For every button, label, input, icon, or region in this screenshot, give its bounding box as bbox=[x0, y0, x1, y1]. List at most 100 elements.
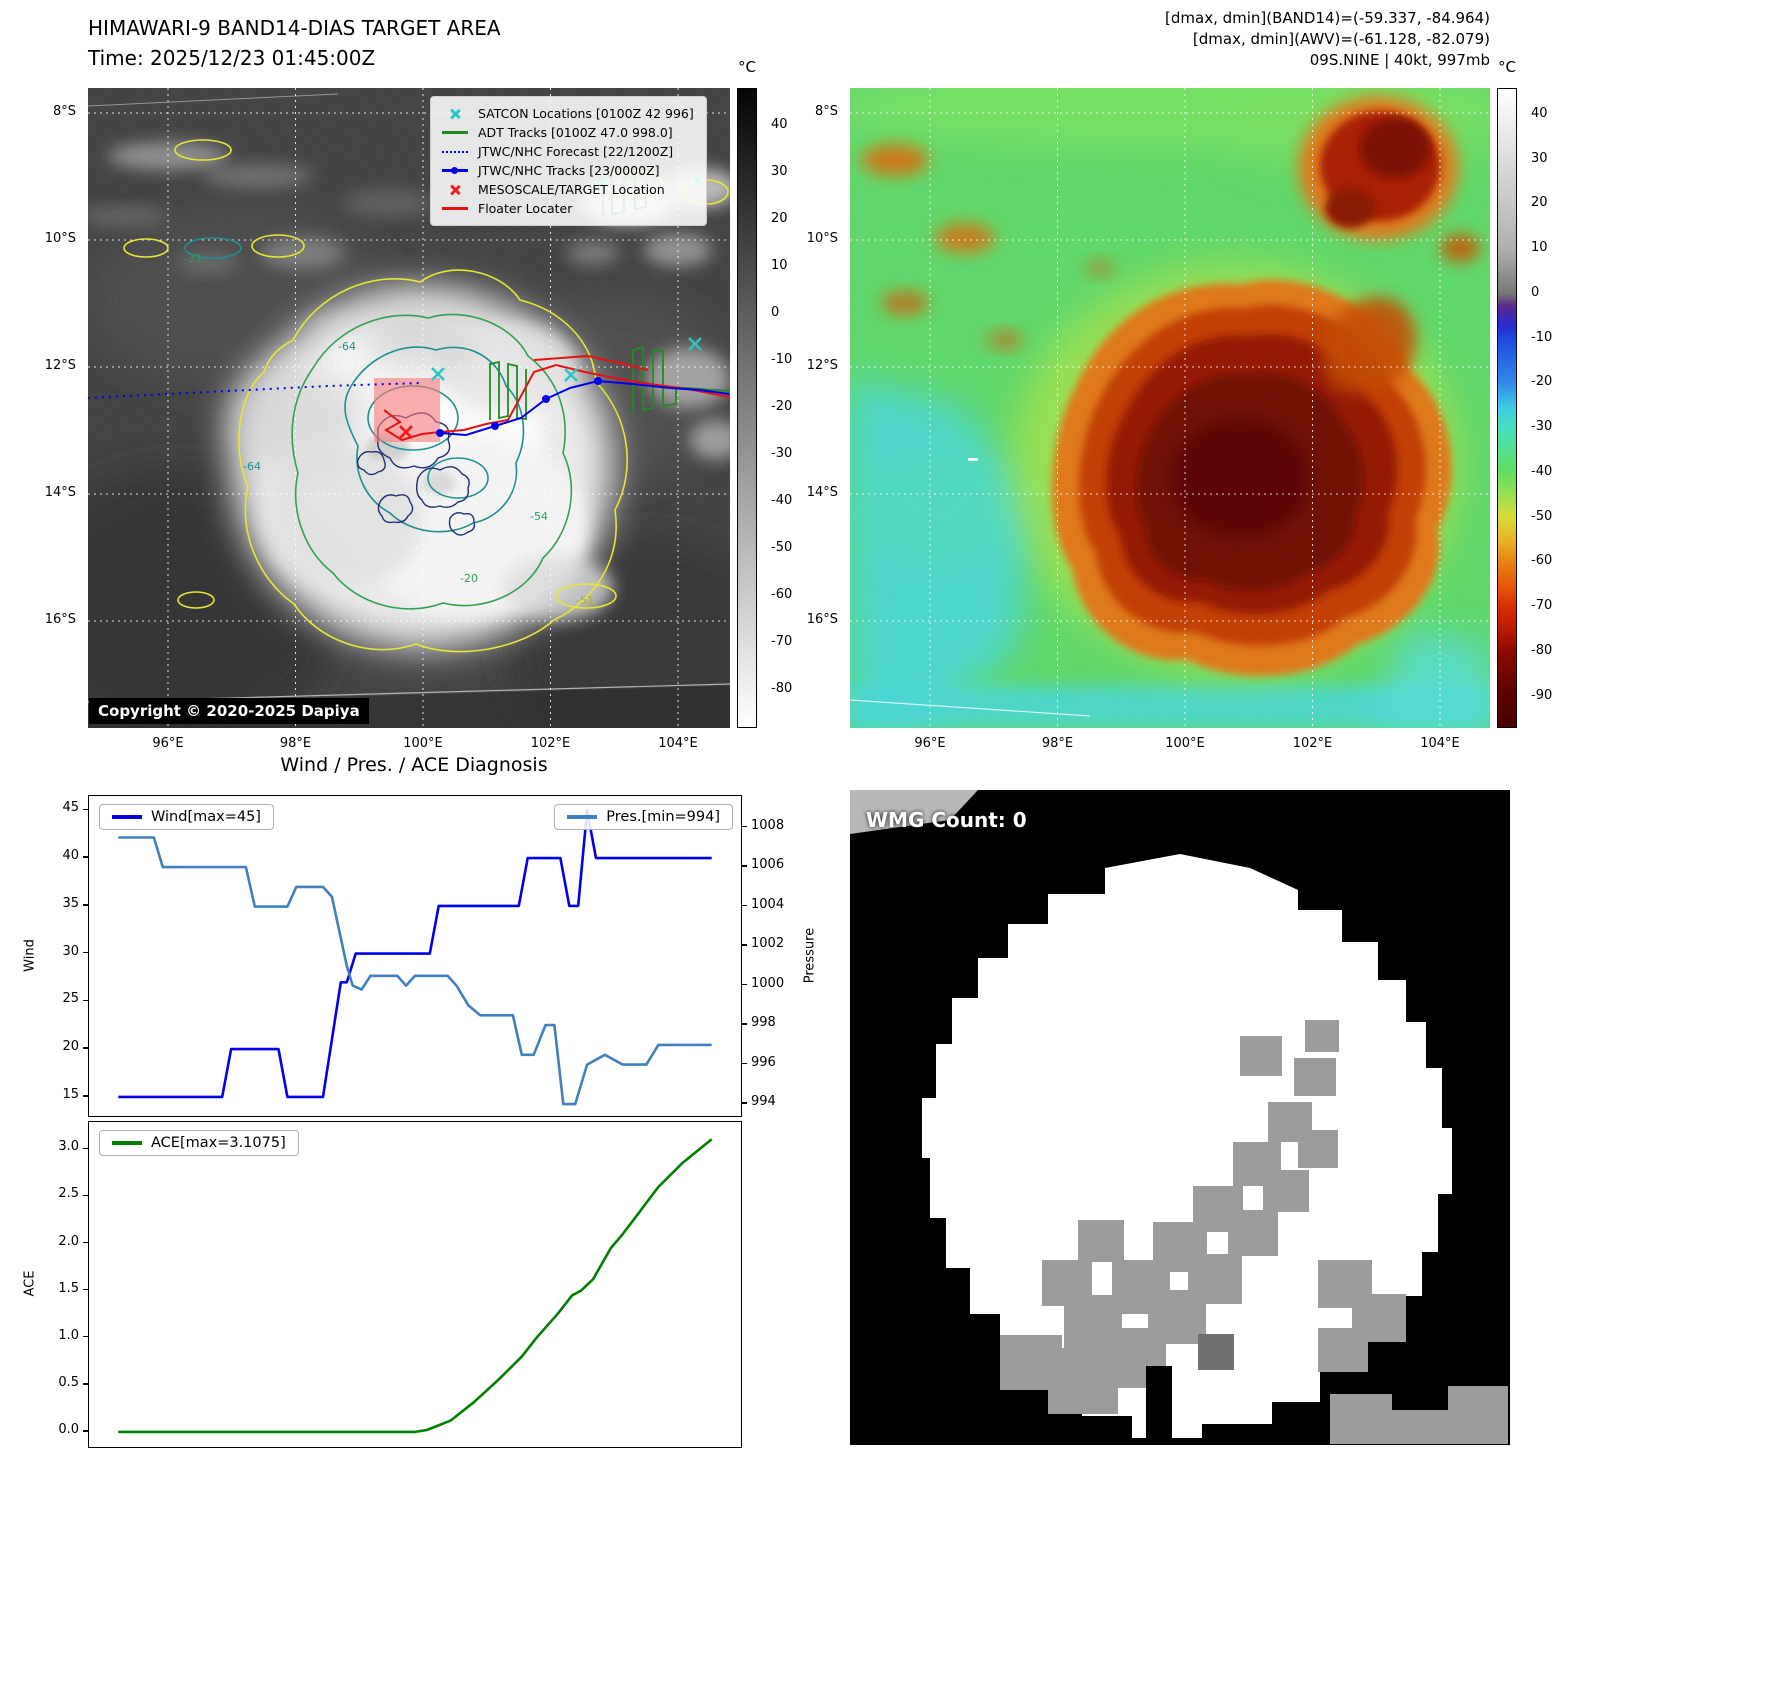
pressure-legend-label: Pres.[min=994] bbox=[606, 809, 720, 825]
tick-label: 2.5 bbox=[58, 1186, 79, 1202]
awv-enhanced-map bbox=[850, 88, 1490, 728]
awv-enhanced-image bbox=[850, 88, 1490, 728]
legend-label: ADT Tracks [0100Z 47.0 998.0] bbox=[478, 125, 673, 140]
tick-mark bbox=[83, 1147, 88, 1149]
band14-time-label: Time: 2025/12/23 01:45:00Z bbox=[88, 46, 376, 70]
tick-label: 15 bbox=[62, 1086, 79, 1102]
awv-colorbar bbox=[1497, 88, 1517, 728]
colorbar-tick-label: -50 bbox=[771, 540, 793, 556]
colorbar-tick-label: -50 bbox=[1531, 508, 1553, 524]
scan-wedge bbox=[850, 790, 978, 834]
tick-label: 996 bbox=[751, 1054, 776, 1070]
tick-mark bbox=[83, 856, 88, 858]
contour-label: -31 bbox=[184, 252, 202, 265]
mesoscale-target-marker bbox=[399, 425, 413, 439]
colorbar-tick-label: -90 bbox=[1531, 687, 1553, 703]
tick-label: 20 bbox=[62, 1039, 79, 1055]
ace-line-icon bbox=[112, 1141, 142, 1145]
tick-mark bbox=[742, 1023, 747, 1025]
lat-tick-label: 16°S bbox=[44, 612, 76, 627]
tick-label: 0.0 bbox=[58, 1421, 79, 1437]
wind-y-axis: 15 20 25 30 35 40 45 bbox=[40, 795, 88, 1115]
storm-status: 09S.NINE | 40kt, 997mb bbox=[1309, 51, 1490, 69]
tick-label: 1004 bbox=[751, 896, 785, 912]
tick-mark bbox=[83, 1430, 88, 1432]
lon-tick-label: 96°E bbox=[152, 736, 184, 751]
tick-label: 998 bbox=[751, 1015, 776, 1031]
ace-axis-label: ACE bbox=[22, 1270, 38, 1297]
lat-tick-label: 16°S bbox=[806, 612, 838, 627]
forecast-dotted-line-icon bbox=[440, 145, 470, 159]
series-ace bbox=[118, 1138, 713, 1434]
tick-mark bbox=[742, 904, 747, 907]
lon-tick-label: 100°E bbox=[403, 736, 443, 751]
colorbar-tick-label: 10 bbox=[771, 257, 788, 273]
contour-label: -51 bbox=[576, 594, 594, 607]
ace-legend: ACE[max=3.1075] bbox=[99, 1130, 299, 1156]
wind-legend-label: Wind[max=45] bbox=[151, 809, 261, 825]
legend-row-satcon: SATCON Locations [0100Z 42 996] bbox=[440, 104, 694, 123]
wind-pressure-chart: Wind[max=45] Pres.[min=994] bbox=[88, 795, 742, 1117]
colorbar-tick-label: 40 bbox=[1531, 105, 1548, 121]
colorbar-tick-label: 20 bbox=[771, 210, 788, 226]
legend-row-floater: Floater Locater bbox=[440, 199, 694, 218]
ace-legend-label: ACE[max=3.1075] bbox=[151, 1135, 286, 1151]
colorbar-tick-label: -20 bbox=[771, 399, 793, 414]
tick-mark bbox=[83, 1194, 88, 1197]
lon-tick-label: 102°E bbox=[1292, 736, 1333, 751]
wind-pressure-plot bbox=[118, 809, 712, 1106]
lon-tick-label: 104°E bbox=[1420, 736, 1460, 751]
awv-lat-axis: 8°S 10°S 12°S 14°S 16°S bbox=[802, 88, 846, 728]
pressure-y-axis: 994 996 998 1000 1002 1004 1006 1008 bbox=[742, 795, 790, 1115]
tick-label: 30 bbox=[62, 943, 79, 959]
lat-tick-label: 8°S bbox=[52, 104, 76, 119]
colorbar-tick-label: 40 bbox=[771, 116, 788, 132]
tick-label: 40 bbox=[62, 848, 79, 864]
colorbar-tick-label: 0 bbox=[771, 304, 780, 320]
awv-lon-axis: 96°E 98°E 100°E 102°E 104°E bbox=[850, 734, 1490, 754]
wmg-count-label: WMG Count: 0 bbox=[866, 808, 1027, 832]
wmg-gap bbox=[1146, 1366, 1172, 1444]
tick-mark bbox=[83, 999, 88, 1002]
legend-row-tracks: JTWC/NHC Tracks [23/0000Z] bbox=[440, 161, 694, 180]
wmg-panel bbox=[850, 790, 1510, 1445]
tick-mark bbox=[83, 808, 88, 811]
tick-label: 994 bbox=[751, 1094, 776, 1110]
lon-tick-label: 96°E bbox=[914, 736, 946, 751]
graticule bbox=[850, 88, 1490, 728]
colorbar-tick-label: 10 bbox=[1531, 240, 1548, 256]
tick-label: 1006 bbox=[751, 857, 785, 873]
series-pres- bbox=[118, 836, 712, 1106]
diagnosis-title: Wind / Pres. / ACE Diagnosis bbox=[280, 754, 548, 776]
contour-label: -64 bbox=[243, 460, 261, 473]
tick-mark bbox=[83, 1288, 88, 1291]
lon-tick-label: 100°E bbox=[1165, 736, 1205, 751]
colorbar-tick-label: 30 bbox=[1531, 150, 1548, 166]
band14-colorbar-ticks: 40 30 20 10 0 -10 -20 -30 -40 -50 -60 -70 -80 bbox=[762, 88, 802, 728]
series-wind bbox=[118, 809, 712, 1099]
colorbar-tick-label: 30 bbox=[771, 163, 788, 179]
awv-header: [dmax, dmin](BAND14)=(-59.337, -84.964) … bbox=[900, 8, 1490, 71]
tick-label: 0.5 bbox=[58, 1374, 79, 1390]
awv-colorbar-ticks: 40 30 20 10 0 -10 -20 -30 -40 -50 -60 -70 -80 -90 bbox=[1522, 88, 1566, 728]
ace-plot bbox=[118, 1138, 713, 1434]
pressure-line-icon bbox=[567, 815, 598, 819]
tick-label: 2.0 bbox=[58, 1233, 79, 1249]
tick-mark bbox=[742, 865, 747, 867]
colorbar-tick-label: -30 bbox=[771, 446, 793, 462]
colorbar-tick-label: -20 bbox=[1531, 374, 1553, 390]
adt-line-icon bbox=[440, 126, 470, 140]
wind-axis-label: Wind bbox=[22, 939, 38, 972]
colorbar-tick-label: -40 bbox=[1531, 463, 1553, 479]
colorbar-tick-label: -10 bbox=[771, 351, 793, 367]
legend-label: SATCON Locations [0100Z 42 996] bbox=[478, 106, 694, 121]
band14-lon-axis: 96°E 98°E 100°E 102°E 104°E bbox=[88, 734, 730, 754]
dmax-dmin-band14: [dmax, dmin](BAND14)=(-59.337, -84.964) bbox=[1165, 9, 1490, 27]
tick-mark bbox=[742, 825, 747, 828]
colorbar-tick-label: 20 bbox=[1531, 195, 1548, 211]
tick-mark bbox=[742, 983, 747, 986]
legend-label: MESOSCALE/TARGET Location bbox=[478, 182, 665, 197]
colorbar-tick-label: -40 bbox=[771, 493, 793, 509]
floater-line-icon bbox=[440, 202, 470, 216]
tick-label: 3.0 bbox=[58, 1139, 79, 1155]
